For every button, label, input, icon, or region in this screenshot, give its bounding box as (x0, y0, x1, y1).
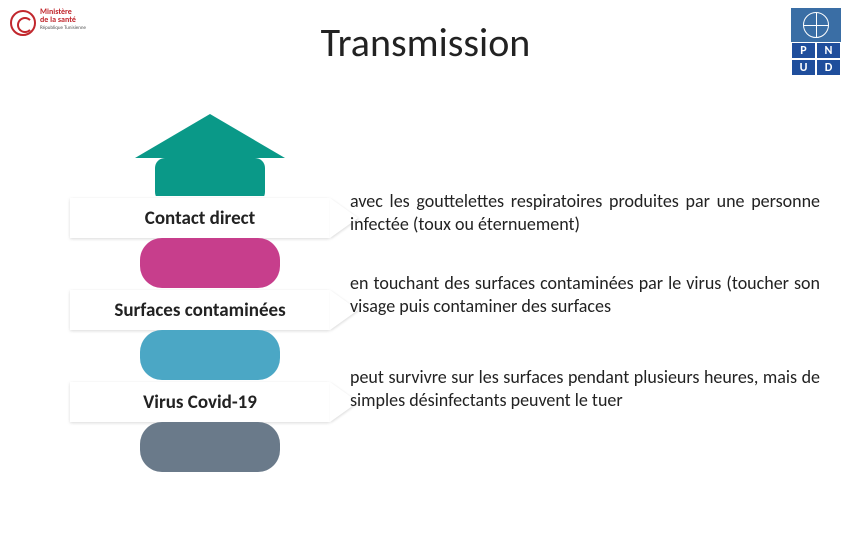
undp-logo: P N U D (791, 8, 841, 76)
undp-d: D (816, 59, 841, 76)
label-row-0: Contact direct (70, 198, 330, 238)
up-arrow-icon (135, 114, 285, 196)
undp-p: P (791, 42, 816, 59)
page-title: Transmission (0, 18, 851, 67)
label-text-0: Contact direct (145, 207, 255, 230)
arrow-stack: Contact direct Surfaces contaminées Viru… (110, 120, 310, 490)
color-band-1 (140, 330, 280, 380)
label-text-2: Virus Covid-19 (143, 391, 257, 414)
label-row-1: Surfaces contaminées (70, 290, 330, 330)
label-row-2: Virus Covid-19 (70, 382, 330, 422)
desc-1: en touchant des surfaces contaminées par… (350, 272, 820, 317)
color-band-0 (140, 238, 280, 288)
color-band-2 (140, 422, 280, 472)
undp-n: N (816, 42, 841, 59)
desc-2: peut survivre sur les surfaces pendant p… (350, 366, 820, 411)
label-text-1: Surfaces contaminées (114, 299, 285, 322)
un-globe-icon (791, 8, 841, 42)
desc-0: avec les gouttelettes respiratoires prod… (350, 190, 820, 235)
undp-u: U (791, 59, 816, 76)
header: Ministère de la santé République Tunisie… (0, 0, 851, 80)
undp-letters: P N U D (791, 42, 841, 76)
